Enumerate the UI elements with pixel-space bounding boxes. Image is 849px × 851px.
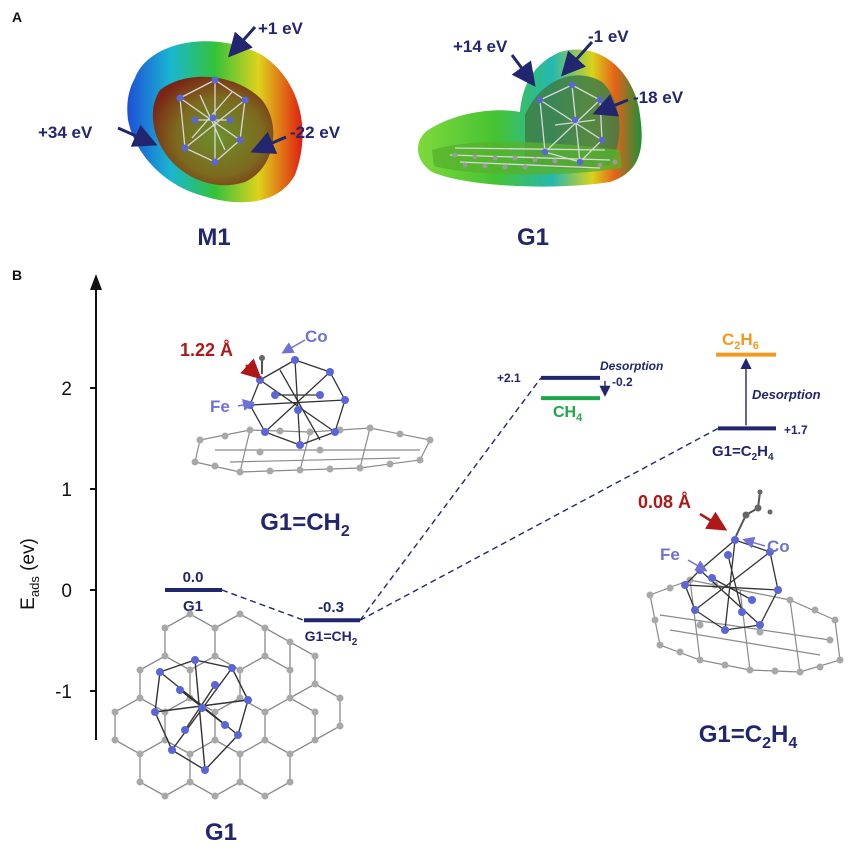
g1a-arrow-mid (560, 40, 594, 77)
m1-arrow-left (117, 124, 158, 147)
m1-atoms (176, 76, 249, 166)
c2h6-main: C (722, 330, 734, 349)
level-c2h4-sub1: 2 (752, 452, 758, 463)
c2h4-title-sub2: 4 (788, 735, 797, 752)
level-c2h4-name: G1=C2H4 (712, 443, 774, 463)
level-c2h4-sub2: 4 (768, 452, 774, 463)
c2h6-sub1: 2 (734, 340, 740, 352)
m1-label-top: +1 eV (258, 19, 304, 38)
c2h4-co-label: Co (767, 537, 790, 556)
m1-arrow-top (228, 26, 257, 58)
connector-g1-to-ch2 (221, 589, 305, 621)
c2h6-sub2: 6 (753, 340, 759, 352)
y-tick-label: 1 (61, 480, 72, 501)
c2h4-co-arrow (742, 536, 766, 549)
c2h4-fe-arrow (687, 559, 708, 572)
level-ch4-start-value: +2.1 (497, 371, 521, 385)
structure-g1-c2h4 (646, 489, 844, 676)
y-label-unit: (ev) (18, 538, 39, 576)
structure-g1-ch2 (191, 355, 434, 476)
g1-surface (417, 49, 642, 187)
y-tick-label: 2 (61, 379, 72, 400)
structure-g1 (111, 610, 344, 800)
level-g1-name: G1 (183, 598, 203, 615)
g1a-title: G1 (517, 224, 549, 251)
ch4-label-sub: 4 (576, 412, 583, 424)
c2h6-desorption-note: Desorption (752, 387, 821, 402)
ch2-co-arrow (281, 339, 306, 354)
connector-ch2-to-ch4 (359, 377, 542, 621)
level-c2h4-main: G1=C (712, 443, 752, 460)
g1-structure-title: G1 (205, 819, 237, 846)
c2h4-bond-length: 0.08 Å (638, 492, 691, 512)
c2h4-structure-title: G1=C2H4 (699, 721, 798, 752)
m1-label-left: +34 eV (38, 123, 93, 142)
ch2-structure-title: G1=CH2 (260, 509, 350, 540)
ch4-step-value: -0.2 (612, 375, 633, 389)
level-ch2-name: G1=CH2 (305, 628, 358, 648)
c2h4-title-sub1: 2 (762, 735, 771, 752)
c2h6-label: C2H6 (722, 330, 759, 352)
g1-surface-carbons (452, 152, 618, 170)
ch2-title-main: G1=CH (260, 509, 341, 536)
y-label-sub: ads (27, 576, 42, 597)
c2h6-mid: H (740, 330, 752, 349)
g1a-arrow-left (510, 54, 536, 87)
g1a-label-left: +14 eV (453, 37, 508, 56)
m1-arrow-right (250, 131, 287, 154)
ch2-title-sub: 2 (341, 523, 350, 540)
level-ch2-value: -0.3 (318, 599, 344, 616)
g1a-label-right: -18 eV (633, 88, 684, 107)
y-axis-arrowhead (90, 274, 102, 290)
m1-title: M1 (197, 224, 230, 251)
panel-b-letter: B (12, 267, 22, 283)
y-tick-label: -1 (55, 682, 72, 703)
ch2-co-label: Co (305, 327, 328, 346)
y-tick-label: 0 (61, 581, 72, 602)
level-ch2-name-sub: 2 (352, 637, 358, 648)
panel-a-letter: A (12, 9, 22, 25)
g1a-arrow-right (592, 94, 629, 117)
y-axis-label: Eads (ev) (18, 538, 42, 610)
c2h4-title-main: G1=C (699, 721, 762, 748)
m1-label-right: -22 eV (290, 123, 341, 142)
c2h4-fe-label: Fe (660, 545, 680, 564)
c2h4-title-mid: H (771, 721, 788, 748)
y-label-main: E (18, 597, 39, 610)
y-ticks: -1 0 1 2 (55, 379, 96, 703)
ch4-label-main: CH (553, 404, 576, 421)
level-c2h4-mid: H (757, 443, 768, 460)
ch2-bond-arrow (240, 358, 262, 380)
level-c2h4-value: +1.7 (784, 423, 808, 437)
ch2-fe-label: Fe (210, 397, 230, 416)
ch2-bond-length: 1.22 Å (180, 340, 233, 360)
ch2-fe-arrow (237, 399, 255, 411)
ch4-label: CH4 (553, 404, 583, 424)
level-g1-value: 0.0 (183, 569, 204, 586)
connector-ch2-to-c2h4 (359, 427, 719, 621)
ch4-desorption-note: Desorption (600, 359, 663, 373)
level-ch2-name-main: G1=CH (305, 628, 352, 644)
c2h4-bond-arrow (699, 511, 728, 531)
g1a-label-mid: -1 eV (588, 27, 629, 46)
